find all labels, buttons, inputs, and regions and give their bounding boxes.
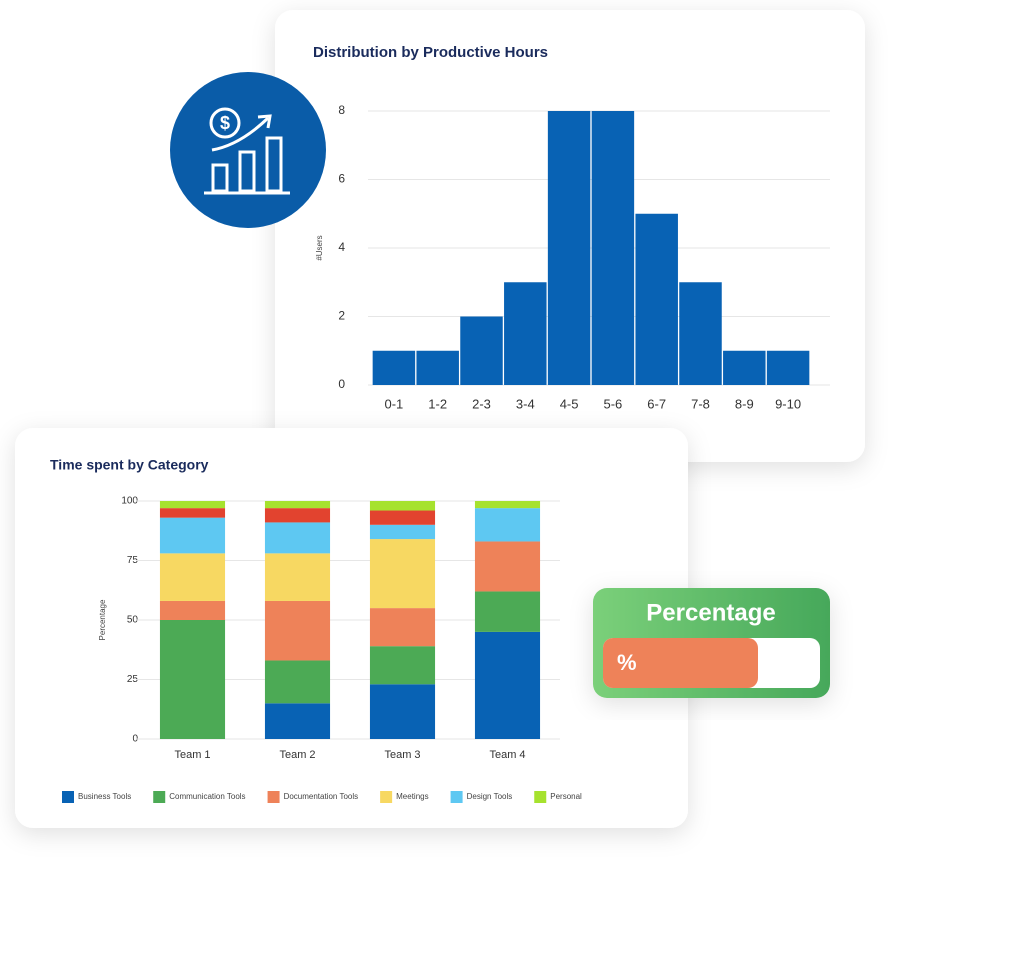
legend-label: Meetings — [396, 792, 428, 801]
svg-text:$: $ — [220, 113, 230, 133]
legend-label: Design Tools — [467, 792, 513, 801]
bar-segment — [474, 541, 541, 592]
bar-segment — [474, 508, 541, 542]
y-tick-label: 0 — [338, 377, 345, 391]
icon: $ — [170, 72, 326, 228]
y-tick-label: 6 — [338, 172, 345, 186]
legend-swatch — [153, 791, 166, 803]
x-tick-label: 1-2 — [428, 396, 447, 411]
x-tick-label: Team 3 — [384, 749, 420, 761]
bar-segment — [264, 522, 331, 554]
chart-title: Time spent by Category — [50, 457, 209, 473]
badge: Percentage % — [593, 588, 830, 698]
bar — [460, 316, 503, 385]
bar-segment — [264, 600, 331, 661]
bar — [635, 213, 678, 385]
bar-segment — [474, 591, 541, 632]
bar-segment — [159, 620, 226, 739]
x-tick-label: 7-8 — [691, 396, 710, 411]
x-tick-label: 8-9 — [735, 396, 754, 411]
x-tick-label: Team 2 — [279, 749, 315, 761]
x-tick-label: Team 4 — [489, 749, 525, 761]
badge-title: Percentage — [646, 599, 775, 626]
legend-swatch — [267, 791, 280, 803]
bar-segment — [369, 684, 436, 739]
chart-title: Distribution by Productive Hours — [313, 44, 548, 61]
x-tick-label: 6-7 — [647, 396, 666, 411]
bar-segment — [159, 517, 226, 554]
y-axis-label: Percentage — [98, 599, 107, 640]
legend-swatch — [380, 791, 393, 803]
bar-segment — [264, 501, 331, 509]
x-tick-label: 0-1 — [385, 396, 404, 411]
bar — [766, 350, 810, 385]
legend-label: Communication Tools — [169, 792, 245, 801]
bar — [723, 350, 766, 385]
x-tick-label: 9-10 — [775, 396, 801, 411]
bar — [504, 282, 547, 385]
bar — [416, 350, 459, 385]
bar-segment — [474, 631, 541, 739]
y-tick-label: 4 — [338, 240, 345, 254]
x-tick-label: 4-5 — [560, 396, 579, 411]
legend-label: Business Tools — [78, 792, 131, 801]
bar — [372, 350, 416, 385]
bar-segment — [264, 660, 331, 704]
bar-segment — [159, 553, 226, 601]
y-tick-label: 2 — [338, 309, 345, 323]
legend-swatch — [62, 791, 74, 803]
y-tick-label: 25 — [127, 674, 139, 685]
bar-segment — [264, 553, 331, 601]
bar-segment — [369, 524, 436, 540]
bar-segment — [369, 539, 436, 609]
x-tick-label: 3-4 — [516, 396, 535, 411]
legend-label: Personal — [550, 792, 582, 801]
legend-label: Documentation Tools — [284, 792, 359, 801]
badge-symbol: % — [617, 650, 637, 675]
bar-segment — [369, 646, 436, 685]
bar — [591, 111, 635, 385]
legend-swatch — [450, 791, 463, 803]
bar-segment — [369, 501, 436, 511]
x-tick-label: 5-6 — [604, 396, 623, 411]
y-tick-label: 0 — [132, 734, 138, 745]
bar-segment — [264, 508, 331, 523]
bar-segment — [264, 703, 331, 739]
y-axis-label: #Users — [315, 235, 324, 260]
bar — [679, 282, 722, 385]
y-tick-label: 8 — [338, 103, 345, 117]
card — [15, 428, 688, 828]
bar-segment — [159, 508, 226, 518]
progress-fill — [603, 638, 758, 688]
bar — [547, 111, 591, 385]
x-tick-label: 2-3 — [472, 396, 491, 411]
bar-segment — [159, 600, 226, 620]
legend-swatch — [534, 791, 547, 803]
y-tick-label: 100 — [121, 496, 138, 507]
bar-segment — [369, 510, 436, 525]
x-tick-label: Team 1 — [174, 749, 210, 761]
y-tick-label: 75 — [127, 555, 139, 566]
y-tick-label: 50 — [127, 615, 139, 626]
bar-segment — [369, 608, 436, 647]
bar-segment — [474, 501, 541, 509]
bar-segment — [159, 501, 226, 509]
